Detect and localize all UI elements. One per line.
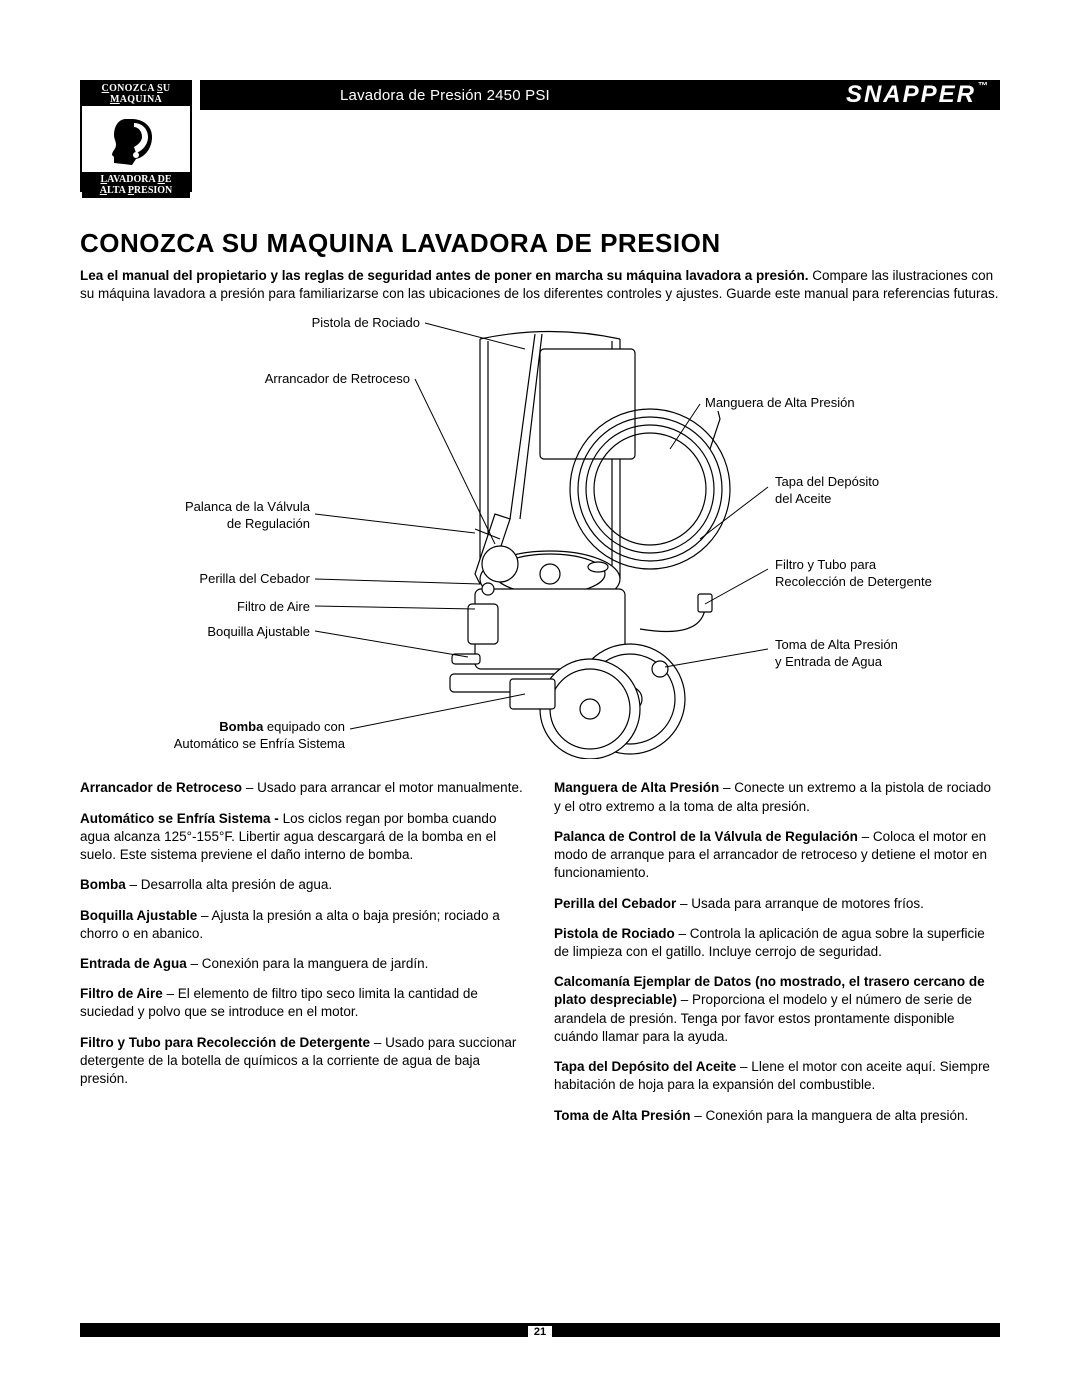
description-item: Perilla del Cebador – Usada para arranqu…: [554, 895, 1000, 913]
description-item: Calcomanía Ejemplar de Datos (no mostrad…: [554, 973, 1000, 1046]
label-bomba: Bomba equipado con Automático se Enfría …: [140, 719, 345, 752]
label-toma: Toma de Alta Presióny Entrada de Agua: [775, 637, 995, 670]
description-item: Bomba – Desarrolla alta presión de agua.: [80, 876, 526, 894]
descriptions: Arrancador de Retroceso – Usado para arr…: [80, 779, 1000, 1136]
description-item: Arrancador de Retroceso – Usado para arr…: [80, 779, 526, 797]
label-palanca: Palanca de la Válvulade Regulación: [140, 499, 310, 532]
description-item: Filtro de Aire – El elemento de filtro t…: [80, 985, 526, 1021]
description-item: Pistola de Rociado – Controla la aplicac…: [554, 925, 1000, 961]
label-boquilla: Boquilla Ajustable: [155, 624, 310, 640]
descriptions-right-column: Manguera de Alta Presión – Conecte un ex…: [554, 779, 1000, 1136]
intro-paragraph: Lea el manual del propietario y las regl…: [80, 267, 1000, 303]
description-item: Toma de Alta Presión – Conexión para la …: [554, 1107, 1000, 1125]
label-arrancador: Arrancador de Retroceso: [210, 371, 410, 387]
label-pistola: Pistola de Rociado: [250, 315, 420, 331]
parts-diagram: Pistola de Rociado Arrancador de Retroce…: [80, 309, 1000, 769]
description-item: Boquilla Ajustable – Ajusta la presión a…: [80, 907, 526, 943]
label-manguera: Manguera de Alta Presión: [705, 395, 925, 411]
page-number: 21: [528, 1326, 552, 1338]
label-filtro-det: Filtro y Tubo paraRecolección de Deterge…: [775, 557, 995, 590]
description-item: Entrada de Agua – Conexión para la mangu…: [80, 955, 526, 973]
label-tapa: Tapa del Depósitodel Aceite: [775, 474, 975, 507]
description-item: Filtro y Tubo para Recolección de Deterg…: [80, 1034, 526, 1089]
descriptions-left-column: Arrancador de Retroceso – Usado para arr…: [80, 779, 526, 1136]
description-item: Automático se Enfría Sistema - Los ciclo…: [80, 810, 526, 865]
label-perilla: Perilla del Cebador: [160, 571, 310, 587]
header-bar: Lavadora de Presión 2450 PSI SNAPPER™: [200, 80, 1000, 110]
label-filtro-aire: Filtro de Aire: [185, 599, 310, 615]
description-item: Manguera de Alta Presión – Conecte un ex…: [554, 779, 1000, 815]
footer-bar: 21: [80, 1323, 1000, 1337]
header-title: Lavadora de Presión 2450 PSI: [340, 87, 550, 104]
brand-logo: SNAPPER™: [846, 81, 988, 109]
description-item: Palanca de Control de la Válvula de Regu…: [554, 828, 1000, 883]
page-title: CONOZCA SU MAQUINA LAVADORA DE PRESION: [80, 228, 1000, 259]
description-item: Tapa del Depósito del Aceite – Llene el …: [554, 1058, 1000, 1094]
